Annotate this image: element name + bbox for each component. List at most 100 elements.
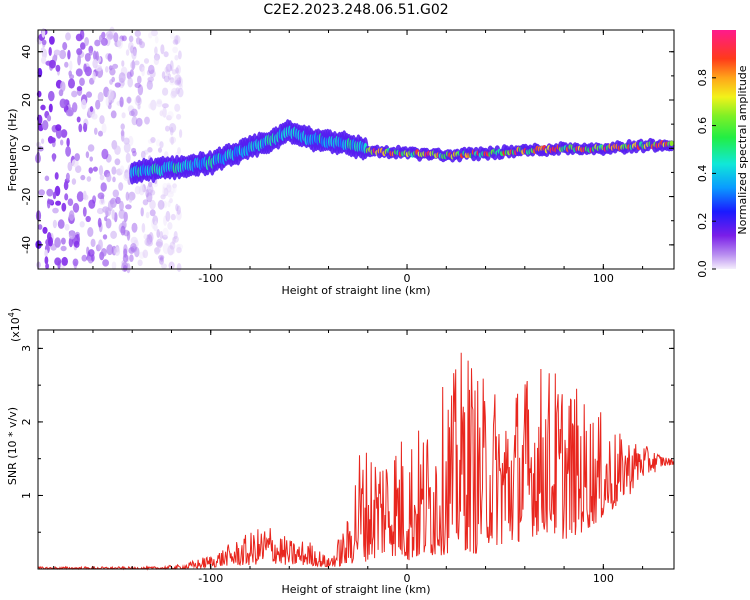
noise-cell (128, 135, 134, 147)
noise-cell (160, 44, 165, 55)
noise-cell (148, 32, 153, 39)
noise-cell (167, 222, 173, 230)
noise-cell (162, 182, 168, 191)
noise-cell (165, 125, 170, 132)
noise-cell (87, 227, 94, 237)
noise-cell (69, 60, 73, 71)
noise-cell (37, 114, 43, 125)
noise-cell (166, 182, 171, 189)
noise-cell (152, 215, 159, 226)
noise-cell (54, 257, 62, 266)
noise-cell (176, 263, 182, 272)
noise-cell (135, 117, 143, 127)
figure-title: C2E2.2023.248.06.51.G02 (263, 2, 448, 18)
x-tick-label: 0 (404, 572, 411, 585)
noise-cell (48, 103, 53, 113)
noise-cell (105, 66, 109, 73)
noise-cell (83, 63, 87, 73)
noise-cell (169, 198, 173, 204)
noise-cell (41, 138, 45, 144)
noise-cell (140, 150, 146, 159)
noise-cell (123, 142, 131, 153)
noise-cell (157, 199, 165, 210)
noise-cell (140, 207, 144, 217)
noise-cell (114, 82, 121, 88)
noise-cell (169, 123, 177, 133)
noise-cell (129, 110, 135, 117)
noise-cell (105, 218, 112, 229)
noise-cell (150, 137, 156, 143)
noise-cell (72, 258, 79, 267)
snr-y-scale-label: (x104) (7, 308, 22, 342)
y-tick-label: -20 (20, 188, 33, 206)
noise-cell (112, 176, 116, 183)
noise-cell (177, 147, 181, 155)
noise-cell (129, 254, 134, 262)
noise-cell (94, 127, 98, 135)
noise-cell (165, 63, 172, 72)
noise-cell (42, 120, 49, 131)
noise-cell (119, 165, 125, 174)
noise-cell (113, 32, 119, 43)
noise-cell (178, 50, 182, 60)
noise-cell (137, 75, 142, 84)
noise-cell (84, 37, 89, 46)
colorbar-label: Normalized spectral amplitude (736, 65, 749, 234)
noise-cell (134, 30, 141, 37)
noise-cell (144, 116, 150, 125)
noise-cell (164, 66, 169, 73)
noise-cell (61, 202, 67, 212)
y-tick-label: -40 (20, 236, 33, 254)
noise-cell (72, 202, 80, 213)
noise-cell (150, 29, 158, 37)
noise-cell (126, 96, 132, 104)
noise-cell (110, 110, 117, 119)
noise-cell (170, 90, 177, 99)
noise-cell (37, 67, 43, 78)
noise-cell (130, 60, 136, 70)
noise-cell (146, 184, 154, 194)
noise-cell (112, 63, 119, 69)
noise-cell (150, 99, 157, 111)
noise-cell (36, 261, 41, 269)
noise-cell (120, 123, 125, 130)
noise-cell (140, 181, 144, 193)
noise-cell (118, 182, 124, 191)
noise-cell (66, 137, 70, 147)
noise-cell (50, 137, 56, 143)
noise-cell (61, 237, 66, 245)
noise-cell (81, 254, 88, 262)
noise-cell (114, 145, 121, 155)
noise-cell (78, 123, 83, 133)
noise-cell (128, 35, 134, 43)
noise-cell (85, 151, 90, 159)
noise-cell (94, 39, 101, 47)
noise-cell (172, 184, 177, 194)
noise-cell (88, 167, 94, 174)
noise-cell (67, 198, 74, 206)
noise-cell (121, 60, 125, 67)
noise-cell (136, 95, 141, 104)
noise-cell (86, 91, 92, 98)
noise-cell (176, 64, 181, 75)
noise-cell (107, 89, 114, 101)
noise-cell (170, 213, 176, 221)
noise-cell (155, 139, 161, 147)
noise-cell (176, 247, 182, 254)
noise-cell (162, 200, 168, 209)
noise-cell (163, 215, 168, 226)
noise-cell (160, 194, 166, 200)
noise-cell (44, 256, 49, 265)
noise-cell (175, 243, 182, 254)
colorbar-tick-label: 0.2 (696, 212, 709, 230)
noise-cell (130, 243, 137, 252)
noise-cell (85, 215, 91, 223)
noise-cell (170, 136, 174, 145)
noise-cell (117, 38, 123, 49)
noise-cell (156, 100, 163, 108)
noise-cell (97, 217, 102, 228)
noise-cell (41, 28, 46, 38)
noise-cell (37, 224, 43, 230)
noise-cell (169, 79, 176, 86)
noise-cell (134, 185, 141, 195)
